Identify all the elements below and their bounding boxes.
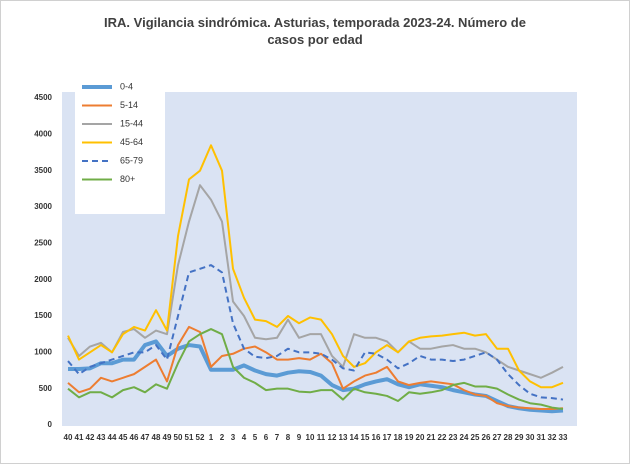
x-tick-label: 50 [174, 433, 183, 442]
x-tick-label: 23 [449, 433, 458, 442]
x-tick-label: 43 [97, 433, 106, 442]
x-tick-label: 5 [253, 433, 258, 442]
x-tick-label: 24 [460, 433, 469, 442]
x-tick-label: 10 [306, 433, 315, 442]
series-line [67, 328, 564, 411]
legend-label: 65-79 [120, 155, 143, 165]
y-tick-label: 2000 [34, 275, 52, 284]
y-tick-label: 1500 [34, 311, 52, 320]
x-tick-label: 31 [537, 433, 546, 442]
y-tick-label: 1000 [34, 347, 52, 356]
y-tick-label: 2500 [34, 238, 52, 247]
x-tick-label: 4 [242, 433, 247, 442]
legend-label: 45-64 [120, 137, 143, 147]
x-tick-label: 16 [372, 433, 381, 442]
x-tick-label: 30 [526, 433, 535, 442]
chart-title: IRA. Vigilancia sindrómica. Asturias, te… [104, 15, 526, 47]
x-tick-label: 26 [482, 433, 491, 442]
series-line [67, 184, 564, 379]
y-tick-label: 500 [39, 384, 53, 393]
x-tick-label: 45 [119, 433, 128, 442]
x-tick-label: 48 [152, 433, 161, 442]
legend-label: 0-4 [120, 81, 133, 91]
x-tick-label: 40 [64, 433, 73, 442]
x-tick-label: 46 [130, 433, 139, 442]
x-tick-label: 25 [471, 433, 480, 442]
x-tick-label: 17 [383, 433, 392, 442]
x-tick-label: 12 [328, 433, 337, 442]
x-tick-label: 11 [317, 433, 326, 442]
y-tick-label: 4500 [34, 93, 52, 102]
y-tick-label: 3500 [34, 166, 52, 175]
x-tick-label: 3 [231, 433, 236, 442]
x-tick-label: 19 [405, 433, 414, 442]
x-tick-label: 27 [493, 433, 502, 442]
series-line [67, 144, 564, 389]
x-tick-label: 21 [427, 433, 436, 442]
y-tick-label: 4000 [34, 129, 52, 138]
x-tick-label: 7 [275, 433, 280, 442]
x-tick-label: 28 [504, 433, 513, 442]
x-tick-label: 41 [75, 433, 84, 442]
legend-label: 15-44 [120, 118, 143, 128]
series-line [67, 264, 564, 401]
x-tick-label: 52 [196, 433, 205, 442]
x-tick-label: 32 [548, 433, 557, 442]
legend-label: 80+ [120, 174, 135, 184]
x-tick-label: 22 [438, 433, 447, 442]
x-tick-label: 1 [209, 433, 214, 442]
x-tick-label: 44 [108, 433, 117, 442]
x-tick-label: 6 [264, 433, 269, 442]
x-tick-label: 49 [163, 433, 172, 442]
x-tick-label: 9 [297, 433, 302, 442]
y-tick-label: 0 [48, 420, 53, 429]
x-tick-label: 51 [185, 433, 194, 442]
x-tick-label: 29 [515, 433, 524, 442]
x-tick-label: 2 [220, 433, 225, 442]
series-line [67, 325, 564, 411]
x-tick-label: 15 [361, 433, 370, 442]
x-tick-label: 13 [339, 433, 348, 442]
x-tick-label: 14 [350, 433, 359, 442]
x-tick-label: 33 [559, 433, 568, 442]
x-tick-label: 47 [141, 433, 150, 442]
x-tick-label: 20 [416, 433, 425, 442]
x-tick-label: 8 [286, 433, 291, 442]
x-tick-label: 18 [394, 433, 403, 442]
y-tick-label: 3000 [34, 202, 52, 211]
legend-label: 5-14 [120, 100, 138, 110]
x-tick-label: 42 [86, 433, 95, 442]
